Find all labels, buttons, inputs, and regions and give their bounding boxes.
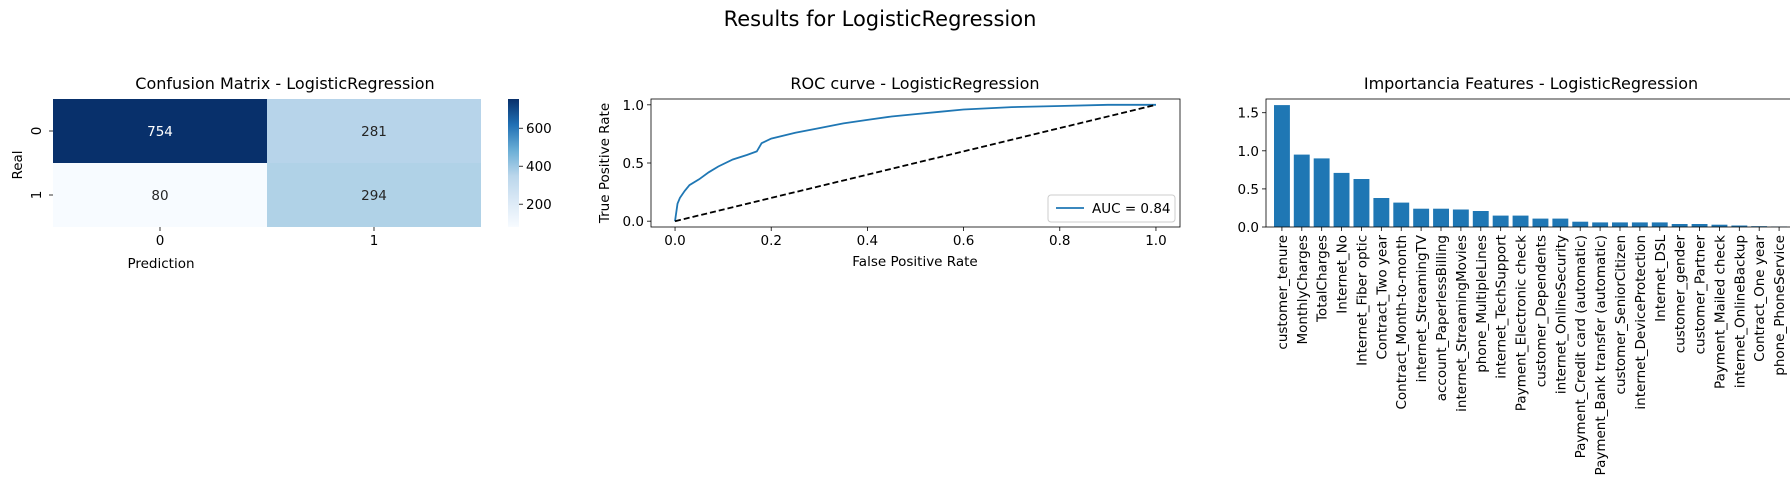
figure-title: Results for LogisticRegression: [724, 7, 1037, 31]
roc-xtick-label: 0.4: [857, 233, 878, 249]
roc-curve-panel: ROC curve - LogisticRegression False Pos…: [597, 74, 1181, 270]
feature-bar: [1711, 224, 1728, 227]
feature-bar: [1552, 218, 1569, 227]
roc-title: ROC curve - LogisticRegression: [790, 74, 1039, 93]
feature-bar: [1333, 172, 1350, 227]
cm-cell-value: 294: [361, 188, 387, 204]
feature-ytick-label: 0.5: [1238, 182, 1259, 198]
cm-cell: [53, 99, 267, 163]
roc-ytick-label: 0.5: [623, 156, 644, 172]
feature-importance-panel: Importancia Features - LogisticRegressio…: [1238, 74, 1790, 475]
feature-xtick-label: internet_DeviceProtection: [1633, 235, 1649, 410]
feature-bar: [1612, 222, 1628, 227]
feature-ytick-label: 0.0: [1238, 220, 1259, 236]
feature-bar: [1512, 215, 1529, 227]
cm-cell: [267, 99, 481, 163]
feature-bar: [1572, 221, 1589, 227]
roc-xtick-label: 0.8: [1049, 233, 1070, 249]
cm-xtick-label: 0: [156, 233, 165, 249]
roc-legend: AUC = 0.84: [1047, 194, 1176, 223]
feature-bar: [1452, 209, 1469, 227]
feature-bar: [1373, 198, 1390, 227]
feature-bar: [1433, 208, 1449, 227]
feature-xtick-label: internet_OnlineBackup: [1732, 235, 1748, 388]
feature-xtick-label: Payment_Mailed check: [1712, 235, 1728, 389]
feature-bar: [1274, 105, 1290, 227]
roc-xtick-label: 0.0: [664, 233, 685, 249]
feature-bar: [1651, 222, 1668, 227]
feature-xtick-label: internet_StreamingMovies: [1454, 235, 1470, 412]
feature-bar: [1413, 208, 1430, 227]
feature-xtick-label: Payment_Credit card (automatic): [1573, 235, 1589, 458]
roc-curve-line: [674, 103, 1156, 222]
feature-bar: [1492, 215, 1509, 227]
feature-xtick-label: customer_SeniorCitizen: [1613, 235, 1629, 394]
cm-xtick-label: 1: [370, 233, 379, 249]
feature-xtick-label: customer_gender: [1673, 235, 1689, 354]
feature-xtick-label: Contract_Month-to-month: [1394, 235, 1410, 410]
feature-xtick-label: Internet_Fiber optic: [1355, 235, 1371, 366]
colorbar: [508, 99, 519, 227]
feature-bar: [1691, 224, 1708, 227]
colorbar-tick-label: 200: [526, 197, 552, 213]
feature-bar: [1393, 202, 1410, 227]
roc-legend-label: AUC = 0.84: [1092, 201, 1171, 217]
feature-xtick-label: Internet_DSL: [1653, 235, 1669, 322]
roc-xtick-label: 0.6: [953, 233, 974, 249]
feature-xtick-label: Internet_No: [1335, 235, 1351, 314]
feature-bar: [1532, 218, 1549, 227]
feature-xtick-label: Payment_Electronic check: [1514, 235, 1530, 411]
roc-xtick-label: 1.0: [1145, 233, 1166, 249]
feature-xtick-label: customer_tenure: [1275, 235, 1291, 350]
feature-bar: [1631, 222, 1648, 227]
feature-bar: [1472, 211, 1489, 227]
feature-xtick-label: customer_Partner: [1693, 235, 1709, 355]
colorbar-tick-label: 400: [526, 159, 552, 175]
feature-bar: [1671, 224, 1688, 227]
roc-ytick-label: 0.0: [623, 214, 644, 230]
colorbar-tick-label: 600: [526, 121, 552, 137]
feature-bar: [1293, 154, 1310, 227]
feature-xtick-label: Payment_Bank transfer (automatic): [1593, 235, 1609, 475]
feature-xtick-label: phone_PhoneService: [1772, 235, 1788, 376]
confusion-matrix-title: Confusion Matrix - LogisticRegression: [135, 74, 434, 93]
cm-cell: [267, 163, 481, 227]
feature-xtick-label: phone_MultipleLines: [1474, 235, 1490, 373]
cm-cell-value: 754: [147, 124, 173, 140]
feature-bar: [1353, 179, 1370, 227]
feature-ytick-label: 1.0: [1238, 144, 1259, 160]
feature-xtick-label: Contract_One year: [1752, 235, 1768, 362]
roc-baseline-line: [674, 103, 1157, 223]
confusion-matrix-panel: Confusion Matrix - LogisticRegression Pr…: [10, 74, 552, 272]
confusion-matrix-xlabel: Prediction: [127, 256, 194, 272]
feature-bar: [1313, 158, 1330, 227]
feature-importance-axes-frame: [1265, 98, 1790, 228]
cm-cell-value: 281: [361, 124, 387, 140]
confusion-matrix-ylabel: Real: [10, 150, 26, 179]
roc-legend-box: [1047, 194, 1176, 223]
cm-cell: [53, 163, 267, 227]
feature-xtick-label: internet_TechSupport: [1494, 235, 1510, 379]
cm-cell-value: 80: [151, 188, 168, 204]
roc-ylabel: True Positive Rate: [597, 103, 613, 224]
feature-importance-title: Importancia Features - LogisticRegressio…: [1364, 74, 1698, 93]
feature-ytick-label: 1.5: [1238, 106, 1259, 122]
cm-ytick-label: 1: [29, 191, 45, 200]
feature-xtick-label: internet_OnlineSecurity: [1553, 235, 1569, 394]
roc-ytick-label: 1.0: [623, 98, 644, 114]
roc-axes-frame: [650, 98, 1181, 228]
feature-xtick-label: customer_Dependents: [1533, 235, 1549, 387]
feature-xtick-label: MonthlyCharges: [1295, 235, 1311, 345]
feature-xtick-label: account_PaperlessBilling: [1434, 235, 1450, 401]
feature-xtick-label: internet_StreamingTV: [1414, 234, 1430, 382]
feature-xtick-label: TotalCharges: [1315, 235, 1331, 323]
feature-xtick-label: Contract_Two year: [1374, 235, 1390, 360]
roc-xtick-label: 0.2: [760, 233, 781, 249]
roc-xlabel: False Positive Rate: [852, 254, 977, 270]
feature-bar: [1592, 222, 1609, 227]
feature-bar: [1731, 225, 1748, 227]
cm-ytick-label: 0: [29, 127, 45, 136]
